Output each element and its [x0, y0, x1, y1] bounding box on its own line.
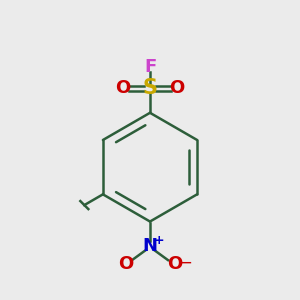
Text: O: O — [167, 255, 182, 273]
Text: −: − — [178, 254, 192, 272]
Text: N: N — [142, 237, 158, 255]
Text: S: S — [142, 79, 158, 98]
Text: O: O — [115, 80, 130, 98]
Text: F: F — [144, 58, 156, 76]
Text: +: + — [153, 234, 164, 247]
Text: O: O — [169, 80, 185, 98]
Text: O: O — [118, 255, 133, 273]
